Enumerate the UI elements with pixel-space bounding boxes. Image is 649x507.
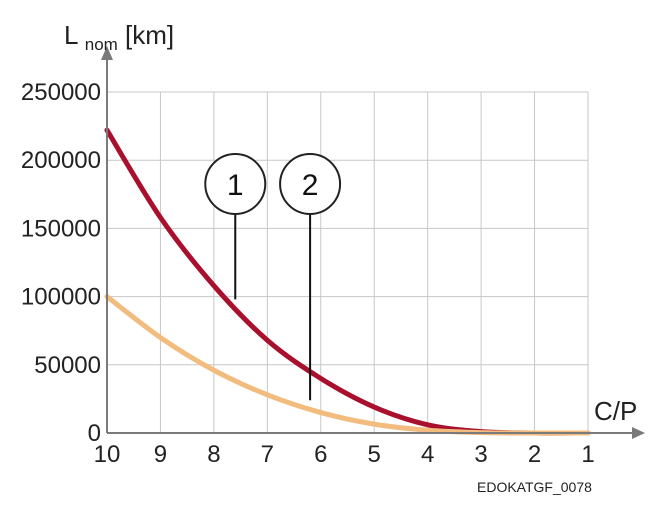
y-tick-label: 250000 <box>21 79 101 106</box>
x-axis-label: C/P <box>594 396 637 426</box>
callout-2-circle <box>279 153 342 215</box>
labels: 0 50000 100000 150000 200000 250000 10 9 8 7 6 5 4 3 2… <box>21 79 595 468</box>
y-tick-label: 100000 <box>21 284 101 311</box>
figure-code: EDOKATGF_0078 <box>477 479 592 495</box>
y-axis-arrow <box>101 46 113 60</box>
y-tick-label: 200000 <box>21 147 101 174</box>
y-axis-label: L nom [km] <box>64 20 174 56</box>
series-line-1 <box>104 127 591 436</box>
x-tick-label: 9 <box>154 441 167 468</box>
y-tick-label: 50000 <box>34 352 101 379</box>
y-axis-label-subscript: nom <box>85 35 118 54</box>
x-axis-arrow <box>632 427 645 439</box>
y-tick-label: 150000 <box>21 215 101 242</box>
callout-1-label: 1 <box>227 169 244 202</box>
x-tick-label: 1 <box>581 441 594 468</box>
grid <box>106 91 589 434</box>
axes <box>101 46 645 439</box>
x-tick-label: 3 <box>474 441 487 468</box>
x-tick-label: 6 <box>314 441 327 468</box>
x-tick-label: 5 <box>368 441 381 468</box>
series-layer <box>104 127 591 436</box>
x-tick-label: 2 <box>528 441 541 468</box>
x-tick-label: 7 <box>261 441 274 468</box>
y-tick-label: 0 <box>88 420 101 447</box>
x-tick-label: 4 <box>421 441 434 468</box>
x-tick-label: 10 <box>94 441 121 468</box>
callout-2-label: 2 <box>302 169 319 202</box>
y-axis-label-main: L <box>64 20 78 50</box>
y-axis-label-unit: [km] <box>125 20 174 50</box>
x-tick-label: 8 <box>207 441 220 468</box>
callout-1-circle <box>204 153 267 215</box>
